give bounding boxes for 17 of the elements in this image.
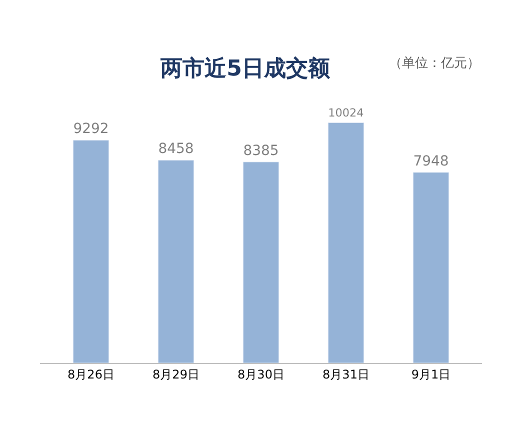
data-label: 7948 [413,153,449,170]
bar [242,162,280,363]
x-tick-label: 9月1日 [411,367,451,382]
data-label: 10024 [328,106,364,120]
bar [412,172,450,363]
x-tick-label: 8月30日 [238,367,284,382]
data-label: 8385 [243,142,279,159]
data-label: 9292 [73,121,109,138]
data-label: 8458 [158,141,194,158]
x-tick-label: 8月29日 [152,367,200,382]
x-tick-label: 8月26日 [68,367,114,382]
chart-title: 两市近5日成交额 [160,55,331,82]
bar [72,140,110,363]
chart-subtitle: （单位：亿元） [389,56,480,71]
bar [158,160,194,363]
bar [328,122,364,363]
x-tick-label: 8月31日 [322,367,370,382]
